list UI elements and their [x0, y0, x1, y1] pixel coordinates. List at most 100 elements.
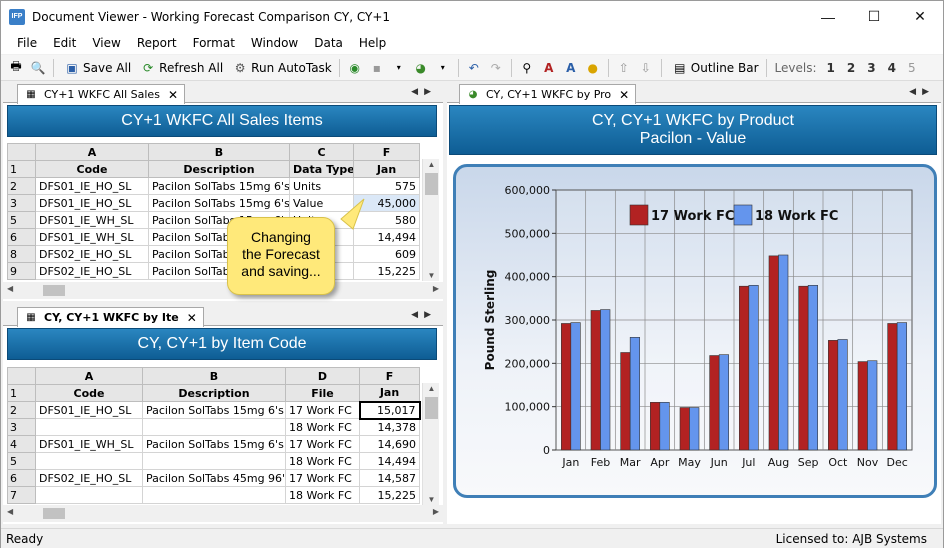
grid-cell[interactable]: 609 — [353, 245, 420, 263]
grid-cell[interactable]: Pacilon SolTabs 15mg 6's — [148, 194, 290, 212]
column-header[interactable]: B — [142, 367, 286, 385]
level-1-button[interactable]: 1 — [826, 60, 835, 75]
scroll-up-icon[interactable]: ▲ — [427, 160, 436, 169]
grid-cell[interactable]: 15,225 — [359, 486, 420, 504]
redo-icon[interactable]: ↷ — [490, 60, 501, 75]
row-number[interactable]: 1 — [7, 160, 36, 178]
close-tab-icon[interactable]: ✕ — [619, 87, 630, 102]
grid-cell[interactable] — [35, 486, 143, 504]
grid-cell[interactable]: 17 Work FC — [285, 435, 360, 453]
field-header[interactable]: Data Type — [289, 160, 354, 178]
grid-cell[interactable]: 575 — [353, 177, 420, 195]
grid-cell[interactable]: DFS01_IE_HO_SL — [35, 401, 143, 419]
tab-scroll-arrows[interactable]: ◀▶ — [411, 309, 437, 319]
grid-cell[interactable]: 14,494 — [353, 228, 420, 246]
field-header[interactable]: Description — [142, 384, 286, 402]
close-tab-icon[interactable]: ✕ — [186, 310, 197, 325]
sort-descending-icon[interactable]: ⇩ — [640, 60, 651, 75]
grid-cell[interactable]: 18 Work FC — [285, 452, 360, 470]
grid-cell[interactable]: 17 Work FC — [285, 469, 360, 487]
close-tab-icon[interactable]: ✕ — [167, 87, 178, 102]
grid-cell[interactable]: 17 Work FC — [285, 401, 360, 419]
grid-cell[interactable]: Pacilon SolTabs 45mg 96's — [142, 469, 286, 487]
vertical-scrollbar[interactable]: ▲ ▼ — [422, 159, 439, 281]
grid-cell[interactable] — [142, 486, 286, 504]
scroll-right-icon[interactable]: ▶ — [432, 284, 439, 293]
tab-scroll-arrows[interactable]: ◀▶ — [411, 86, 437, 96]
save-all-button[interactable]: ▣ Save All — [61, 60, 131, 76]
row-number[interactable]: 5 — [7, 211, 36, 229]
grid-cell[interactable]: 14,690 — [359, 435, 420, 453]
scroll-thumb[interactable] — [425, 397, 438, 419]
grid-cell[interactable]: DFS02_IE_HO_SL — [35, 245, 149, 263]
minimize-button[interactable]: — — [821, 8, 835, 25]
palette-icon[interactable]: ● — [587, 60, 598, 75]
row-number[interactable]: 9 — [7, 262, 36, 280]
grid-cell[interactable]: 18 Work FC — [285, 486, 360, 504]
grid-cell[interactable]: Units — [289, 177, 354, 195]
grid-cell[interactable]: 45,000 — [353, 194, 420, 212]
row-number[interactable]: 2 — [7, 177, 36, 195]
column-header[interactable]: A — [35, 367, 143, 385]
column-header[interactable]: F — [353, 143, 420, 161]
tab-by-product[interactable]: ◕ CY, CY+1 WKFC by Pro ✕ — [459, 84, 637, 104]
corner-cell[interactable] — [7, 143, 36, 161]
grid-cell[interactable]: DFS01_IE_WH_SL — [35, 228, 149, 246]
level-2-button[interactable]: 2 — [846, 60, 856, 75]
horizontal-scrollbar[interactable]: ◀ ▶ — [3, 282, 443, 299]
grid-cell[interactable]: 14,378 — [359, 418, 420, 436]
font-size-icon[interactable]: A — [544, 60, 554, 75]
menu-window[interactable]: Window — [250, 36, 299, 50]
grid-cell[interactable]: DFS02_IE_HO_SL — [35, 469, 143, 487]
grid-cell[interactable]: 14,494 — [359, 452, 420, 470]
field-header[interactable]: Code — [35, 384, 143, 402]
scroll-thumb[interactable] — [43, 285, 65, 296]
scroll-thumb[interactable] — [425, 173, 438, 195]
scroll-right-icon[interactable]: ▶ — [432, 507, 439, 516]
column-header[interactable]: C — [289, 143, 354, 161]
row-number[interactable]: 1 — [7, 384, 36, 402]
grid-cell[interactable] — [35, 418, 143, 436]
menu-format[interactable]: Format — [192, 36, 235, 50]
menu-file[interactable]: File — [17, 36, 38, 50]
vertical-scrollbar[interactable]: ▲ ▼ — [422, 383, 439, 505]
menu-report[interactable]: Report — [136, 36, 177, 50]
grid-cell[interactable]: 15,017 — [358, 400, 421, 420]
row-number[interactable]: 3 — [7, 418, 36, 436]
print-icon[interactable]: 🖶 — [10, 59, 22, 73]
tab-scroll-arrows[interactable]: ◀▶ — [909, 86, 935, 96]
grid-cell[interactable] — [35, 452, 143, 470]
grid-cell[interactable]: 18 Work FC — [285, 418, 360, 436]
grid-cell[interactable]: 14,587 — [359, 469, 420, 487]
row-number[interactable]: 2 — [7, 401, 36, 419]
column-header[interactable]: D — [285, 367, 360, 385]
grid-cell[interactable]: 15,225 — [353, 262, 420, 280]
grid-cell[interactable]: DFS01_IE_HO_SL — [35, 177, 149, 195]
recalc-icon[interactable]: ◉ — [349, 60, 360, 75]
scroll-down-icon[interactable]: ▼ — [427, 495, 436, 504]
sort-ascending-icon[interactable]: ⇧ — [618, 60, 629, 75]
row-number[interactable]: 6 — [7, 228, 36, 246]
scroll-down-icon[interactable]: ▼ — [427, 271, 436, 280]
grid-cell[interactable]: DFS02_IE_HO_SL — [35, 262, 149, 280]
grid-cell[interactable]: Pacilon SolTabs 15mg 6's — [148, 177, 290, 195]
tab-by-item[interactable]: ▦ CY, CY+1 WKFC by Ite ✕ — [17, 307, 204, 327]
outline-bar-button[interactable]: ▤ Outline Bar — [669, 60, 758, 76]
tab-all-sales[interactable]: ▦ CY+1 WKFC All Sales ✕ — [17, 84, 185, 104]
dropdown-arrow-icon[interactable]: ▾ — [396, 63, 401, 72]
menu-help[interactable]: Help — [358, 36, 387, 50]
grid-cell[interactable]: Pacilon SolTabs 15mg 6's — [142, 435, 286, 453]
scroll-left-icon[interactable]: ◀ — [7, 507, 14, 516]
dropdown-arrow-icon[interactable]: ▾ — [440, 63, 445, 72]
stop-icon[interactable]: ▪ — [372, 60, 381, 75]
horizontal-scrollbar[interactable]: ◀ ▶ — [3, 505, 443, 522]
grid-cell[interactable]: 580 — [353, 211, 420, 229]
undo-icon[interactable]: ↶ — [468, 60, 479, 75]
level-3-button[interactable]: 3 — [867, 60, 876, 75]
corner-cell[interactable] — [7, 367, 36, 385]
level-5-button[interactable]: 5 — [907, 60, 916, 75]
menu-edit[interactable]: Edit — [53, 36, 77, 50]
grid-cell[interactable] — [142, 418, 286, 436]
scroll-left-icon[interactable]: ◀ — [7, 284, 14, 293]
grid-cell[interactable]: DFS01_IE_WH_SL — [35, 435, 143, 453]
